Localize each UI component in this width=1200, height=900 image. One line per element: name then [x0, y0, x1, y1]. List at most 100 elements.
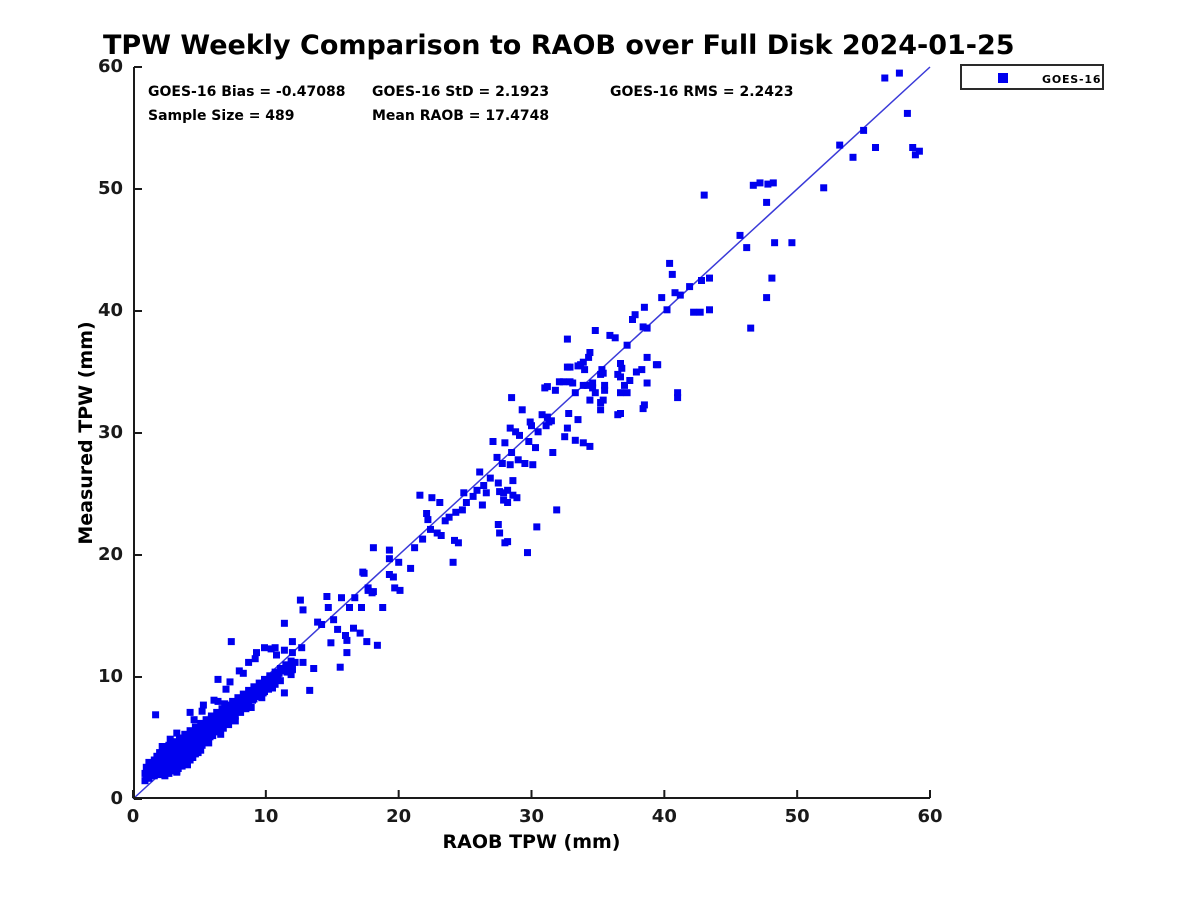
scatter-point [632, 368, 640, 376]
scatter-point [553, 506, 561, 514]
scatter-point [149, 760, 157, 768]
scatter-point [222, 685, 230, 693]
scatter-point [860, 126, 868, 134]
scatter-point [506, 461, 514, 469]
scatter-point [389, 573, 397, 581]
scatter-point [436, 499, 444, 506]
scatter-point [261, 644, 268, 652]
scatter-point [747, 324, 755, 332]
x-tick-label: 50 [784, 806, 810, 827]
scatter-point [206, 717, 214, 725]
scatter-point [181, 730, 189, 738]
scatter-point [666, 259, 674, 267]
scatter-point [623, 389, 631, 397]
scatter-point [543, 413, 551, 421]
scatter-point [358, 604, 365, 611]
scatter-point [416, 491, 424, 499]
scatter-point [218, 717, 226, 725]
scatter-point [164, 761, 171, 769]
scatter-point [462, 499, 470, 506]
scatter-point [504, 499, 512, 506]
scatter-point [601, 381, 609, 389]
scatter-point [504, 486, 512, 494]
scatter-point [173, 756, 181, 764]
scatter-point [343, 636, 351, 644]
scatter-point [911, 151, 919, 159]
scatter-point [549, 449, 557, 456]
scatter-point [643, 324, 651, 332]
scatter-point [214, 728, 222, 736]
scatter-point [521, 460, 529, 467]
scatter-point [162, 756, 170, 764]
scatter-point [538, 411, 546, 419]
scatter-point [247, 704, 255, 711]
scatter-point [652, 361, 660, 369]
scatter-point [229, 697, 237, 705]
x-tick-label: 0 [126, 806, 140, 827]
scatter-point [261, 675, 268, 683]
scatter-point [391, 584, 399, 592]
scatter-point [363, 638, 371, 646]
scatter-point [589, 384, 597, 392]
scatter-point [238, 695, 246, 703]
scatter-point [213, 721, 221, 729]
scatter-point [617, 410, 624, 417]
scatter-point [276, 665, 284, 672]
scatter-point [676, 291, 684, 299]
scatter-point [749, 181, 757, 189]
scatter-point [500, 489, 508, 497]
scatter-point [597, 370, 605, 378]
scatter-point [686, 283, 694, 291]
scatter-point [698, 277, 705, 284]
scatter-point [276, 677, 284, 685]
y-tick-label: 40 [97, 300, 123, 321]
scatter-point [360, 569, 368, 577]
scatter-point [407, 564, 415, 572]
scatter-point [623, 341, 631, 349]
scatter-point [629, 316, 636, 323]
scatter-point [197, 719, 205, 727]
scatter-point [280, 619, 288, 627]
scatter-point [586, 442, 594, 450]
scatter-point [496, 529, 504, 537]
plot-area [132, 66, 931, 800]
scatter-point [551, 386, 559, 394]
scatter-point [219, 724, 227, 732]
scatter-plot-canvas [132, 66, 931, 800]
scatter-point [169, 767, 177, 775]
scatter-point [271, 644, 279, 652]
scatter-point [223, 701, 231, 709]
scatter-point [288, 649, 296, 657]
scatter-point [526, 418, 534, 426]
scatter-point [458, 506, 466, 514]
scatter-point [452, 508, 460, 516]
scatter-points [141, 69, 923, 785]
scatter-point [351, 594, 359, 602]
scatter-point [190, 735, 198, 743]
scatter-point [903, 109, 911, 117]
x-tick-label: 30 [518, 806, 545, 827]
scatter-point [255, 691, 263, 699]
scatter-point [534, 428, 542, 436]
scatter-point [606, 331, 614, 339]
scatter-point [579, 358, 587, 366]
scatter-point [177, 757, 185, 765]
scatter-point [239, 669, 247, 677]
scatter-point [197, 746, 205, 754]
scatter-point [185, 752, 193, 760]
scatter-point [385, 555, 393, 563]
scatter-point [674, 394, 682, 402]
scatter-point [161, 772, 169, 780]
scatter-point [626, 377, 634, 384]
scatter-point [881, 74, 889, 82]
scatter-point [482, 489, 490, 497]
scatter-point [501, 439, 509, 447]
scatter-point [318, 621, 326, 628]
scatter-point [169, 750, 177, 758]
scatter-point [343, 649, 351, 657]
scatter-point [214, 697, 222, 705]
scatter-point [437, 532, 445, 539]
scatter-point [498, 460, 506, 467]
scatter-point [489, 438, 497, 445]
scatter-point [643, 353, 651, 361]
